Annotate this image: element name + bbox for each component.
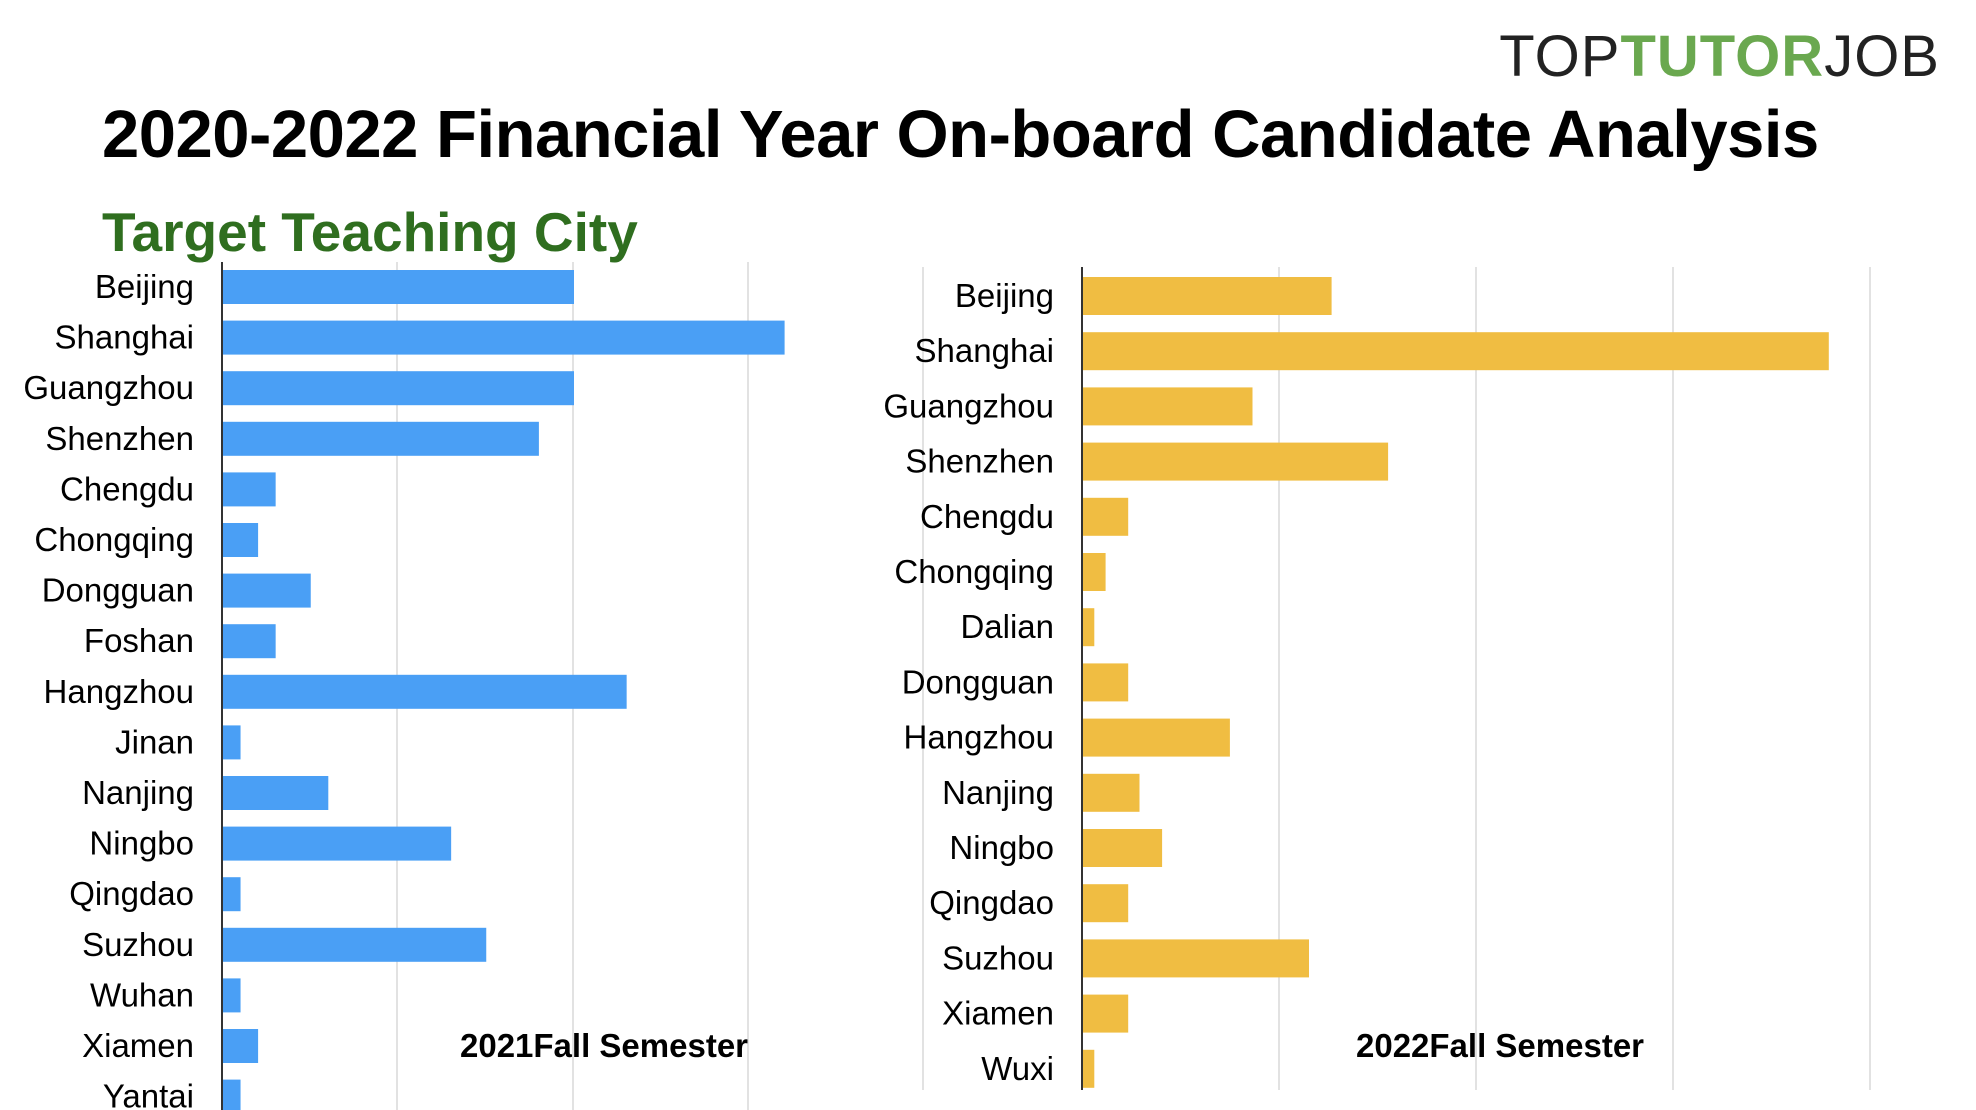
bar-2021-nanjing [223,776,329,810]
tick-label-2022-ningbo: Ningbo [949,829,1054,866]
bar-2022-wuxi [1083,1049,1095,1088]
tick-label-2021-qingdao: Qingdao [69,875,194,912]
bar-2021-hangzhou [223,674,627,709]
tick-label-2021-chengdu: Chengdu [60,470,194,507]
bar-2022-ningbo [1083,829,1163,867]
bar-2021-jinan [223,725,241,760]
tick-label-2022-suzhou: Suzhou [942,939,1054,976]
bar-2022-qingdao [1083,884,1129,923]
bar-2022-xiamen [1083,994,1129,1033]
tick-label-2021-shanghai: Shanghai [55,319,194,356]
tick-label-2022-dalian: Dalian [960,608,1054,645]
bar-2021-wuhan [223,978,241,1013]
bar-2022-hangzhou [1083,718,1230,757]
tick-label-2021-guangzhou: Guangzhou [23,369,194,406]
chart-title-2021: 2021Fall Semester [460,1027,748,1064]
chart-subtitle: Target Teaching City [102,201,638,263]
bar-2022-nanjing [1083,773,1140,812]
tick-label-2021-foshan: Foshan [84,622,194,659]
tick-label-2022-guangzhou: Guangzhou [883,387,1054,424]
bar-2021-guangzhou [223,371,574,406]
tick-label-2021-yantai: Yantai [103,1078,194,1110]
tick-label-2022-qingdao: Qingdao [929,884,1054,921]
bar-2022-guangzhou [1083,387,1253,426]
tick-label-2022-nanjing: Nanjing [942,774,1054,811]
chart-title-2022: 2022Fall Semester [1356,1027,1644,1064]
bar-2022-beijing [1083,277,1332,315]
tick-label-2022-shanghai: Shanghai [915,332,1054,369]
bar-2022-suzhou [1083,939,1309,978]
tick-label-2022-hangzhou: Hangzhou [904,719,1054,756]
tick-label-2021-beijing: Beijing [95,268,194,305]
tick-label-2022-wuxi: Wuxi [981,1050,1054,1087]
bar-2021-qingdao [223,877,241,912]
bar-2021-shenzhen [223,421,539,456]
tick-label-2021-wuhan: Wuhan [90,976,194,1013]
bar-2021-foshan [223,624,276,659]
tick-label-2021-nanjing: Nanjing [82,774,194,811]
tick-label-2022-chongqing: Chongqing [894,553,1054,590]
tick-label-2021-xiamen: Xiamen [82,1027,194,1064]
logo-part-top: TOP [1499,24,1621,89]
logo: TOPTUTORJOB [1499,28,1940,86]
tick-label-2021-shenzhen: Shenzhen [45,420,194,457]
page-title: 2020-2022 Financial Year On-board Candid… [102,97,1819,172]
tick-label-2021-chongqing: Chongqing [34,521,194,558]
tick-label-2021-hangzhou: Hangzhou [44,673,194,710]
bar-2022-dalian [1083,608,1095,647]
bar-2021-chongqing [223,523,259,557]
bar-2022-chongqing [1083,553,1106,591]
tick-label-2021-jinan: Jinan [115,723,194,760]
bar-2021-ningbo [223,826,452,861]
tick-label-2021-dongguan: Dongguan [42,572,194,609]
tick-label-2022-chengdu: Chengdu [920,498,1054,535]
tick-label-2021-suzhou: Suzhou [82,926,194,963]
bar-2021-chengdu [223,472,276,507]
logo-part-tutor: TUTOR [1620,24,1825,89]
tick-label-2022-shenzhen: Shenzhen [905,443,1054,480]
bar-2021-beijing [223,270,574,304]
tick-label-2022-xiamen: Xiamen [942,995,1054,1032]
bar-2021-xiamen [223,1029,259,1063]
bar-2022-shanghai [1083,332,1829,371]
tick-label-2021-ningbo: Ningbo [89,825,194,862]
bar-2021-dongguan [223,573,311,608]
bar-2021-shanghai [223,320,785,355]
tick-label-2022-beijing: Beijing [955,277,1054,314]
bar-2021-suzhou [223,927,487,962]
tick-label-2022-dongguan: Dongguan [902,663,1054,700]
bar-2022-dongguan [1083,663,1129,702]
bar-2022-shenzhen [1083,442,1389,481]
bar-2021-yantai [223,1079,241,1110]
bar-2022-chengdu [1083,497,1129,536]
logo-part-job: JOB [1824,24,1940,89]
